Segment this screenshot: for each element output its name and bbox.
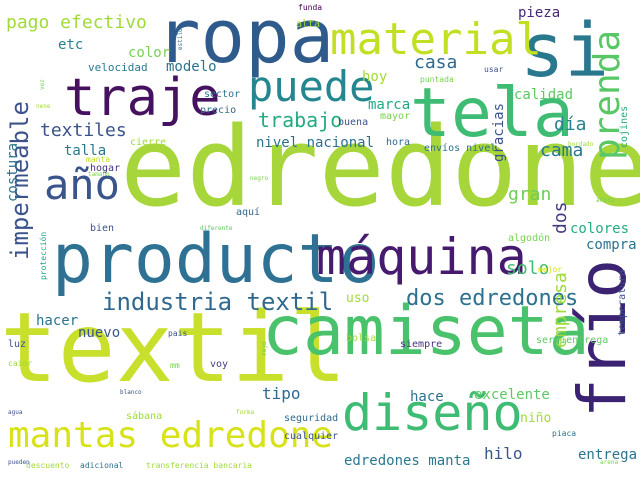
word-pieza: pieza: [518, 5, 561, 21]
word-pais: pais: [168, 329, 188, 338]
word-tamano: tamaño: [88, 171, 110, 178]
word-rojo: rojo: [261, 341, 268, 356]
word-sabana: sábana: [126, 411, 163, 422]
word-casa: casa: [414, 52, 458, 73]
word-algodon: algodón: [508, 233, 551, 244]
word-bordado: bordado: [568, 141, 594, 148]
word-edredone: edredone: [120, 103, 640, 231]
word-camiseta: camiseta: [262, 292, 590, 371]
word-hilo: hilo: [484, 444, 523, 463]
word-etc: etc: [58, 37, 84, 53]
word-alta: alta: [296, 19, 321, 30]
word-nuevo: nuevo: [78, 325, 121, 341]
word-pago-efectivo: pago efectivo: [6, 12, 147, 33]
word-agua: agua: [8, 409, 23, 416]
word-bien: bien: [90, 223, 115, 234]
word-tipo: tipo: [262, 384, 301, 403]
word-excelente: excelente: [474, 387, 550, 403]
word-mayor: mayor: [380, 111, 411, 122]
word-cualquier: cualquier: [284, 431, 339, 442]
word-buena: buena: [338, 117, 369, 128]
word-ropa: ropa: [156, 0, 335, 80]
word-material: material: [330, 14, 542, 65]
word-tela: tela: [410, 74, 574, 153]
word-puede: puede: [248, 62, 375, 111]
word-edredones-manta: edredones manta: [344, 453, 471, 469]
word-diferente: diferente: [200, 225, 233, 232]
word-precio: precio: [200, 105, 237, 116]
word-aqui: aquí: [236, 207, 261, 218]
word-cama: cama: [540, 140, 584, 161]
word-ahora: ahora: [596, 197, 615, 204]
word-industria-textil: industria textil: [102, 288, 334, 316]
word-diseno: diseño: [342, 384, 523, 442]
word-entrega: entrega: [578, 447, 638, 463]
word-voy: voy: [210, 359, 229, 370]
word-nivel-nacional: nivel nacional: [256, 135, 375, 151]
word-trabajo: trabajo: [258, 108, 343, 132]
word-cierre: cierre: [130, 137, 167, 148]
word-negro: negro: [250, 175, 269, 182]
word-solo: solo: [506, 258, 550, 279]
word-vez: vez: [39, 79, 46, 90]
word-cojines: cojines: [619, 105, 630, 148]
word-hoy: hoy: [362, 69, 388, 85]
word-siempre: siempre: [400, 339, 443, 350]
word-estilo: estilo: [177, 28, 184, 50]
word-funda: funda: [298, 3, 323, 12]
word-blanco: blanco: [120, 389, 142, 396]
word-sector: sector: [204, 89, 241, 100]
word-arena: arena: [600, 459, 619, 466]
word-modelo: modelo: [166, 59, 217, 75]
word-descuento: descuento: [26, 461, 70, 470]
word-color: color: [128, 45, 171, 61]
word-si: si: [520, 8, 610, 94]
word-maquina: máquina: [316, 228, 527, 286]
word-gran: gran: [508, 184, 552, 205]
word-traje: traje: [64, 68, 221, 128]
word-uso: uso: [346, 291, 370, 306]
word-puntada: puntada: [420, 75, 454, 84]
word-textil: textil: [0, 292, 347, 404]
word-hogar: hogar: [90, 163, 121, 174]
word-dia: día: [554, 114, 587, 135]
word-seguridad: seguridad: [284, 413, 339, 424]
word-hacer: hacer: [36, 313, 79, 329]
word-ano: año: [44, 160, 120, 209]
word-velocidad: velocidad: [88, 61, 148, 74]
word-manta: manta: [86, 155, 111, 164]
word-envios-nivel: envíos nivel: [424, 143, 497, 154]
word-piaca: piaca: [552, 429, 577, 438]
word-costura: costura: [5, 142, 21, 202]
word-compra: compra: [586, 237, 637, 253]
word-hora: hora: [386, 137, 411, 148]
word-nino: niño: [520, 411, 552, 426]
word-temperatura: temperatura: [617, 269, 628, 336]
word-proteccion: protección: [39, 231, 48, 280]
word-transferencia-bancaria: transferencia bancaria: [146, 461, 252, 470]
word-dos-edredones: dos edredones: [406, 286, 579, 311]
word-bolsa: bolsa: [346, 333, 377, 344]
word-dos: dos: [550, 201, 571, 234]
word-luz: luz: [8, 339, 27, 350]
word-talla: talla: [64, 143, 107, 159]
word-calidad: calidad: [514, 87, 574, 103]
word-usar: usar: [484, 65, 504, 74]
word-textiles: textiles: [40, 120, 127, 141]
word-mejor: mejor: [538, 265, 563, 274]
word-mm: mm: [170, 361, 180, 370]
word-producto: producto: [52, 220, 380, 299]
word-forma: forma: [236, 409, 255, 416]
word-mantas-edredone: mantas edredone: [8, 415, 334, 456]
word-hace: hace: [410, 389, 444, 405]
word-servientrega: servientrega: [536, 335, 609, 346]
word-pueden: pueden: [8, 459, 30, 466]
word-adicional: adicional: [80, 461, 124, 470]
word-marca: marca: [368, 97, 411, 113]
word-nene: nene: [36, 103, 51, 110]
word-colores: colores: [570, 221, 630, 237]
word-caior: caior: [8, 359, 33, 368]
